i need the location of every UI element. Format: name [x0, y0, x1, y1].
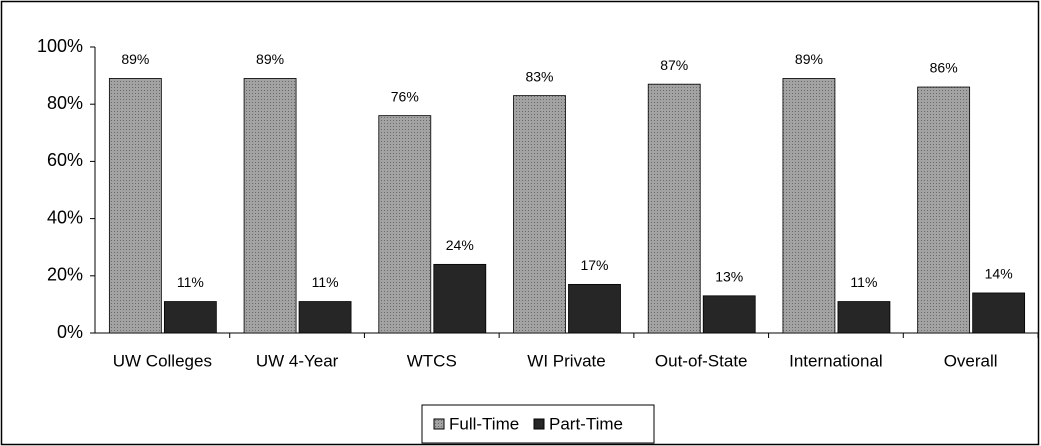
x-tick-label: International [789, 351, 883, 370]
value-label: 76% [391, 88, 419, 104]
legend-label: Full-Time [449, 414, 519, 433]
bar [108, 78, 162, 334]
value-label: 87% [660, 57, 688, 73]
bar [972, 292, 1026, 334]
value-label: 13% [715, 269, 743, 285]
legend-label: Part-Time [549, 414, 623, 433]
legend-swatch [433, 418, 445, 430]
bar [647, 83, 701, 334]
y-tick-label: 100% [37, 36, 83, 56]
y-tick-label: 40% [47, 207, 83, 227]
bar [782, 78, 836, 334]
bar [243, 78, 297, 334]
bar [917, 86, 971, 334]
y-tick-label: 20% [47, 265, 83, 285]
bar [433, 263, 487, 334]
bar [568, 283, 621, 334]
y-tick-label: 0% [57, 322, 83, 342]
bar [513, 95, 566, 334]
value-label: 11% [312, 274, 339, 290]
value-label: 83% [525, 68, 553, 84]
value-label: 89% [121, 51, 149, 67]
y-tick-label: 80% [47, 93, 83, 113]
value-label: 89% [256, 51, 284, 67]
bar [702, 295, 756, 334]
legend-swatch [533, 418, 545, 430]
value-label: 89% [795, 51, 823, 67]
value-label: 11% [850, 274, 877, 290]
x-tick-label: WTCS [407, 351, 457, 370]
bar [378, 115, 432, 334]
value-label: 24% [446, 237, 474, 253]
value-label: 14% [985, 266, 1013, 282]
value-label: 86% [930, 60, 958, 76]
value-label: 17% [580, 257, 608, 273]
x-tick-label: UW 4-Year [256, 351, 339, 370]
bar [298, 301, 352, 334]
bar [163, 301, 217, 334]
y-tick-label: 60% [47, 150, 83, 170]
x-tick-label: Out-of-State [655, 351, 748, 370]
bar [837, 301, 891, 334]
x-tick-label: Overall [944, 351, 998, 370]
x-tick-label: WI Private [527, 351, 605, 370]
value-label: 11% [177, 274, 204, 290]
x-tick-label: UW Colleges [113, 351, 212, 370]
